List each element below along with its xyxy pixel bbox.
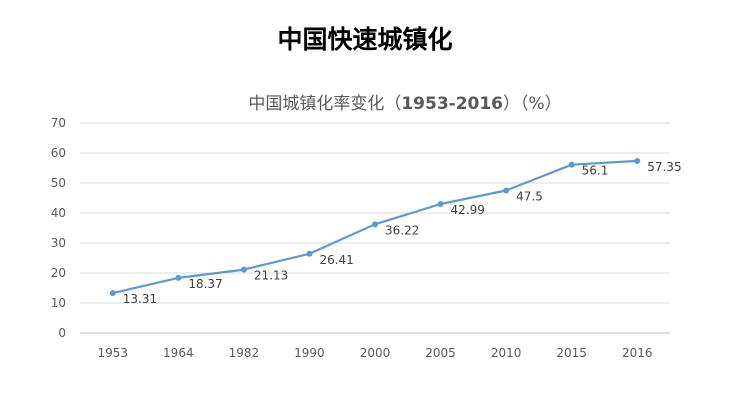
y-tick-label: 0 [58, 326, 66, 340]
data-point [175, 274, 182, 281]
data-point [372, 221, 378, 228]
x-tick-label: 2010 [491, 346, 522, 360]
y-tick-label: 40 [51, 206, 66, 220]
x-tick-label: 2005 [425, 346, 456, 360]
x-axis-ticks: 1953 1964 1982 1990 2000 2005 2010 2015 2016 [98, 346, 653, 360]
gridlines [80, 122, 670, 334]
x-tick-label: 1990 [294, 346, 325, 360]
data-label: 56.1 [582, 164, 609, 178]
x-tick-label: 2016 [622, 346, 653, 360]
data-points [109, 157, 641, 297]
y-tick-label: 60 [51, 146, 66, 160]
y-tick-label: 70 [51, 116, 66, 130]
data-point [634, 157, 641, 164]
y-tick-label: 30 [51, 236, 66, 250]
data-label: 47.5 [516, 190, 543, 204]
y-tick-label: 20 [51, 266, 66, 280]
data-label: 18.37 [188, 277, 222, 291]
data-point [240, 266, 247, 273]
data-point [109, 290, 116, 297]
chart-title: 中国城镇化率变化（1953-2016）（%） [248, 94, 561, 114]
y-tick-label: 10 [51, 296, 66, 310]
y-axis-ticks: 0 10 20 30 40 50 60 70 [51, 116, 66, 340]
data-label: 36.22 [385, 223, 419, 237]
data-labels: 13.31 18.37 21.13 26.41 36.22 42.99 47.5 56.1 57… [123, 160, 682, 306]
data-label: 13.31 [123, 292, 157, 306]
data-label: 26.41 [319, 253, 353, 267]
data-point [306, 250, 313, 257]
chart-title-years: 1953-2016 [401, 94, 503, 114]
x-tick-label: 1964 [163, 346, 194, 360]
chart-title-prefix: 中国城镇化率变化（ [248, 94, 401, 114]
data-point [568, 161, 575, 168]
y-tick-label: 50 [51, 176, 66, 190]
data-label: 57.35 [647, 160, 681, 174]
data-point [503, 187, 510, 194]
slide-title: 中国快速城镇化 [277, 25, 453, 54]
data-label: 42.99 [451, 203, 485, 217]
data-label: 21.13 [254, 269, 288, 283]
data-point [437, 201, 444, 208]
x-tick-label: 2015 [556, 346, 587, 360]
x-tick-label: 1953 [98, 346, 129, 360]
x-tick-label: 2000 [360, 346, 391, 360]
chart-title-suffix: ）（%） [503, 94, 562, 114]
x-tick-label: 1982 [229, 346, 260, 360]
